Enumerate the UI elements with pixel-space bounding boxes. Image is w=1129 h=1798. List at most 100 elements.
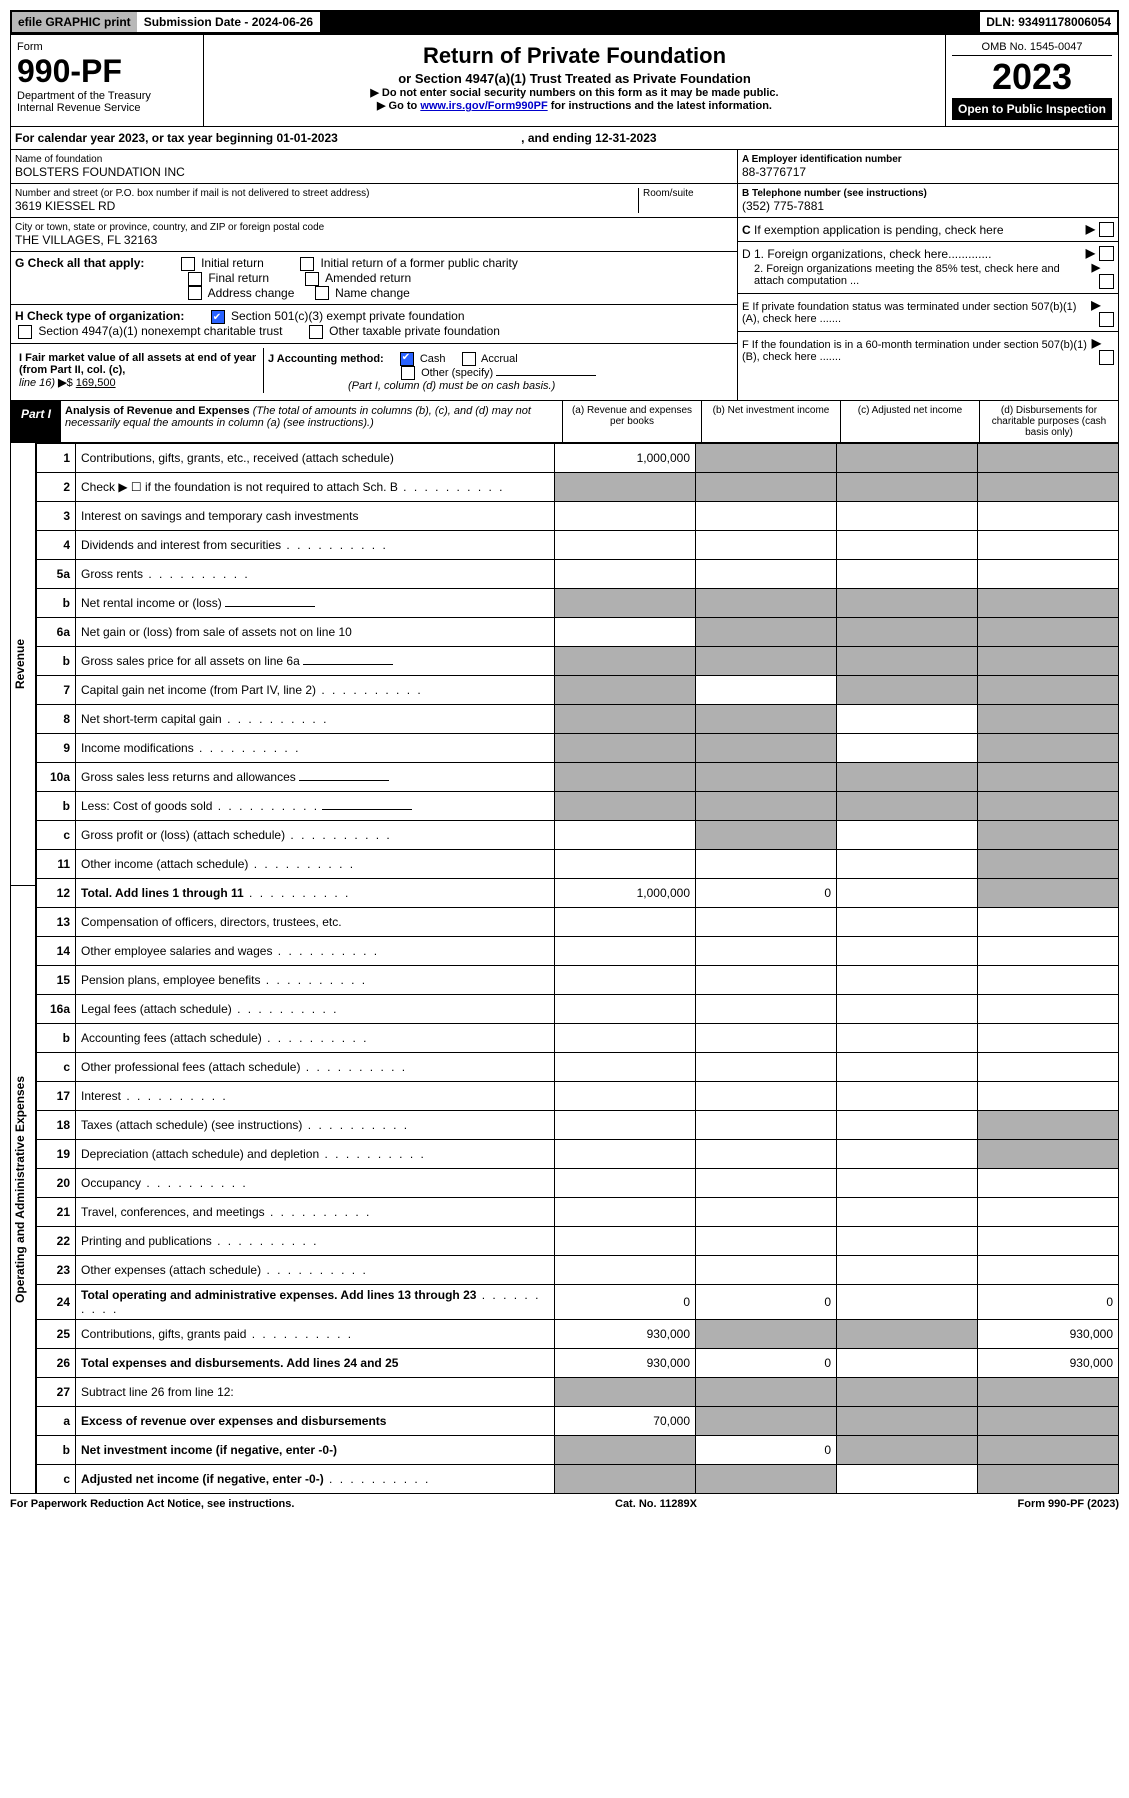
opt-initial-former: Initial return of a former public charit… [320,256,517,270]
f-checkbox[interactable] [1099,350,1114,365]
i-label: I Fair market value of all assets at end… [19,352,256,376]
col-c [837,1320,978,1349]
col-a [555,995,696,1024]
col-a [555,966,696,995]
col-d [978,589,1119,618]
col-d [978,1140,1119,1169]
accrual-checkbox[interactable] [462,352,476,366]
col-d [978,705,1119,734]
col-d [978,1465,1119,1494]
col-c [837,995,978,1024]
submission-date: Submission Date - 2024-06-26 [138,12,320,32]
row-desc: Net investment income (if negative, ente… [76,1436,555,1465]
c-text: If exemption application is pending, che… [754,223,1004,237]
col-a: 930,000 [555,1349,696,1378]
row-num: 8 [37,705,76,734]
arrow-icon: ▶ [1092,262,1100,274]
instr-post: for instructions and the latest informat… [548,100,772,112]
col-d [978,531,1119,560]
tel-value: (352) 775-7881 [742,199,1114,213]
col-c [837,1082,978,1111]
col-c [837,1024,978,1053]
row-desc: Subtract line 26 from line 12: [76,1378,555,1407]
col-b [696,1053,837,1082]
opt-final: Final return [208,271,269,285]
row-num: 26 [37,1349,76,1378]
col-d [978,908,1119,937]
initial-return-checkbox[interactable] [181,257,195,271]
col-d [978,995,1119,1024]
arrow-icon: ▶ [1092,336,1101,350]
row-desc: Interest [76,1082,555,1111]
col-a [555,734,696,763]
part1-table: 1Contributions, gifts, grants, etc., rec… [36,443,1119,1494]
col-c [837,1111,978,1140]
row-num: c [37,821,76,850]
col-a [555,676,696,705]
row-num: b [37,792,76,821]
revenue-label: Revenue [11,635,29,693]
row-desc: Other professional fees (attach schedule… [76,1053,555,1082]
address-change-checkbox[interactable] [188,286,202,300]
arrow-icon: ▶ [58,377,66,389]
d2-text: 2. Foreign organizations meeting the 85%… [754,263,1092,287]
part1-header: Part I Analysis of Revenue and Expenses … [10,401,1119,443]
col-d [978,1053,1119,1082]
d1-checkbox[interactable] [1099,246,1114,261]
row-num: 19 [37,1140,76,1169]
col-d [978,1378,1119,1407]
row-num: 16a [37,995,76,1024]
form-number: 990-PF [17,53,197,90]
d2-checkbox[interactable] [1099,274,1114,289]
4947-checkbox[interactable] [18,325,32,339]
calendar-year-row: For calendar year 2023, or tax year begi… [10,127,1119,150]
opt-address: Address change [208,286,295,300]
cal-end: , and ending 12-31-2023 [521,131,656,145]
col-c [837,937,978,966]
opt-other: Other (specify) [421,367,493,379]
h-label: H Check type of organization: [15,309,184,323]
row-desc: Interest on savings and temporary cash i… [76,502,555,531]
table-row: 18Taxes (attach schedule) (see instructi… [37,1111,1119,1140]
efile-label[interactable]: efile GRAPHIC print [12,12,138,32]
city-label: City or town, state or province, country… [15,222,733,233]
row-num: 17 [37,1082,76,1111]
col-b [696,908,837,937]
form-instructions-link[interactable]: www.irs.gov/Form990PF [420,100,547,112]
e-checkbox[interactable] [1099,312,1114,327]
501c3-checkbox[interactable] [211,310,225,324]
section-g: G Check all that apply: Initial return I… [11,252,737,305]
other-taxable-checkbox[interactable] [309,325,323,339]
col-b [696,1111,837,1140]
col-b: 0 [696,1349,837,1378]
row-num: c [37,1465,76,1494]
other-method-checkbox[interactable] [401,366,415,380]
table-row: 3Interest on savings and temporary cash … [37,502,1119,531]
name-change-checkbox[interactable] [315,286,329,300]
amended-return-checkbox[interactable] [305,272,319,286]
table-row: 10aGross sales less returns and allowanc… [37,763,1119,792]
row-desc: Total. Add lines 1 through 11 [76,879,555,908]
col-b [696,531,837,560]
form-word: Form [17,41,197,53]
col-d [978,1082,1119,1111]
table-row: 27Subtract line 26 from line 12: [37,1378,1119,1407]
final-return-checkbox[interactable] [188,272,202,286]
col-a [555,1140,696,1169]
col-a [555,1082,696,1111]
cash-checkbox[interactable] [400,352,414,366]
table-row: 4Dividends and interest from securities [37,531,1119,560]
col-c [837,966,978,995]
table-row: 25Contributions, gifts, grants paid930,0… [37,1320,1119,1349]
c-checkbox[interactable] [1099,222,1114,237]
initial-former-checkbox[interactable] [300,257,314,271]
row-desc: Total operating and administrative expen… [76,1285,555,1320]
col-b [696,995,837,1024]
instr-link-row: ▶ Go to www.irs.gov/Form990PF for instru… [210,99,939,112]
col-c [837,676,978,705]
table-row: 22Printing and publications [37,1227,1119,1256]
col-b [696,1378,837,1407]
col-a [555,589,696,618]
table-row: 17Interest [37,1082,1119,1111]
col-c [837,850,978,879]
